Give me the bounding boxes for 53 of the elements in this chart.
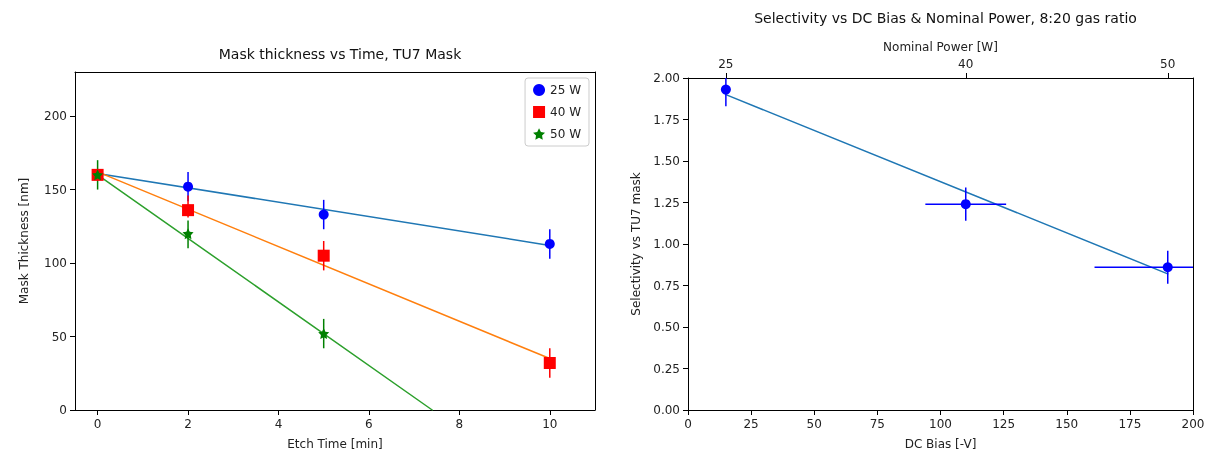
x-tick-label: 150 xyxy=(1055,417,1079,431)
y-axis-title: Mask Thickness [nm] xyxy=(17,177,31,305)
y-axis-title: Selectivity vs TU7 mask xyxy=(629,172,644,316)
annotation: 40 xyxy=(958,57,974,71)
y-tick-label: 1.00 xyxy=(653,237,680,251)
x-tick-label: 25 xyxy=(743,417,759,431)
point xyxy=(960,199,971,210)
chart-title: Selectivity vs DC Bias & Nominal Power, 8:20 gas ratio xyxy=(754,10,1137,26)
x-tick-label: 175 xyxy=(1118,417,1142,431)
x-tick-label: 200 xyxy=(1181,417,1205,431)
y-tick-label: 50 xyxy=(51,329,67,344)
y-tick-label: 2.00 xyxy=(653,71,680,85)
x-tick-label: 6 xyxy=(365,417,373,431)
x-tick-label: 10 xyxy=(542,417,558,431)
x2-axis-title: Nominal Power [W] xyxy=(883,40,998,55)
y-tick-label: 150 xyxy=(44,182,67,197)
y-tick-label: 0.00 xyxy=(653,403,680,417)
y-tick-label: 200 xyxy=(44,109,67,124)
x-tick-label: 0 xyxy=(684,417,692,431)
y-tick-label: 1.50 xyxy=(653,154,680,168)
annotation: 50 xyxy=(1160,57,1176,71)
annotation: 25 xyxy=(718,57,734,71)
x-axis-title: Etch Time [min] xyxy=(287,437,383,451)
point xyxy=(317,249,330,262)
point xyxy=(1162,262,1173,273)
x-tick-label: 125 xyxy=(992,417,1016,431)
y-tick-label: 0.75 xyxy=(653,278,680,293)
point xyxy=(182,204,195,217)
point xyxy=(183,181,194,192)
legend-label: 40 W xyxy=(550,105,582,119)
point xyxy=(318,328,330,340)
x-tick-label: 0 xyxy=(93,417,102,431)
x-axis-title: DC Bias [-V] xyxy=(904,437,977,451)
chart-title: Mask thickness vs Time, TU7 Mask xyxy=(218,46,463,62)
point xyxy=(318,209,329,220)
point xyxy=(543,356,556,369)
x-tick-label: 8 xyxy=(455,417,464,431)
x-tick-label: 100 xyxy=(929,417,952,431)
y-tick-label: 0 xyxy=(59,403,67,417)
x-tick-label: 50 xyxy=(806,417,822,431)
point xyxy=(182,228,194,240)
x-tick-label: 4 xyxy=(274,417,283,431)
legend-label: 50 W xyxy=(550,127,582,141)
legend-label: 25 W xyxy=(550,83,582,97)
y-tick-label: 0.25 xyxy=(653,361,680,376)
y-tick-label: 1.75 xyxy=(653,112,680,127)
x-tick-label: 2 xyxy=(184,417,192,431)
y-tick-label: 1.25 xyxy=(653,195,680,210)
y-tick-label: 100 xyxy=(44,256,67,271)
y-tick-label: 0.50 xyxy=(653,320,680,334)
point xyxy=(544,238,555,249)
x-tick-label: 75 xyxy=(869,417,886,431)
point xyxy=(720,84,731,95)
